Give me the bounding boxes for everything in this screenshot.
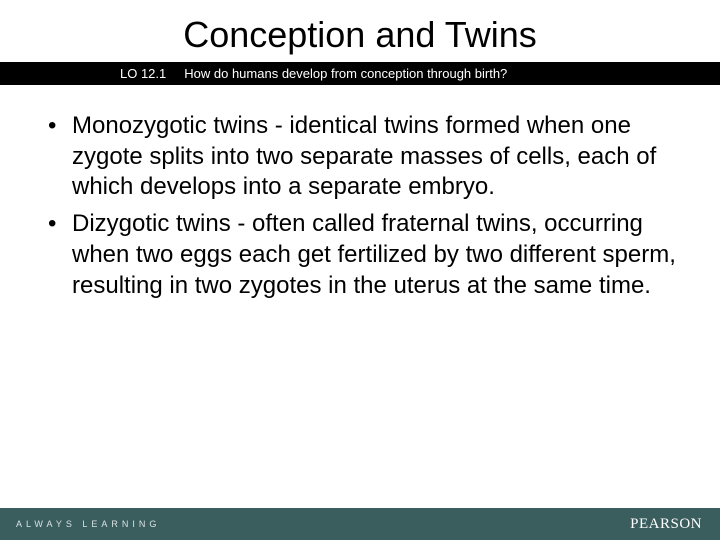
list-item: Monozygotic twins - identical twins form… [46,111,684,203]
bullet-list: Monozygotic twins - identical twins form… [46,111,684,301]
slide: Conception and Twins LO 12.1 How do huma… [0,0,720,540]
slide-title: Conception and Twins [0,14,720,56]
slide-header: Conception and Twins [0,0,720,62]
slide-footer: ALWAYS LEARNING PEARSON [0,508,720,540]
lo-label: LO 12.1 [120,66,166,81]
footer-brand: PEARSON [630,516,702,533]
list-item: Dizygotic twins - often called fraternal… [46,209,684,301]
slide-content: Monozygotic twins - identical twins form… [0,85,720,540]
footer-tagline: ALWAYS LEARNING [16,519,160,529]
learning-objective-bar: LO 12.1 How do humans develop from conce… [0,62,720,85]
lo-question: How do humans develop from conception th… [184,66,507,81]
